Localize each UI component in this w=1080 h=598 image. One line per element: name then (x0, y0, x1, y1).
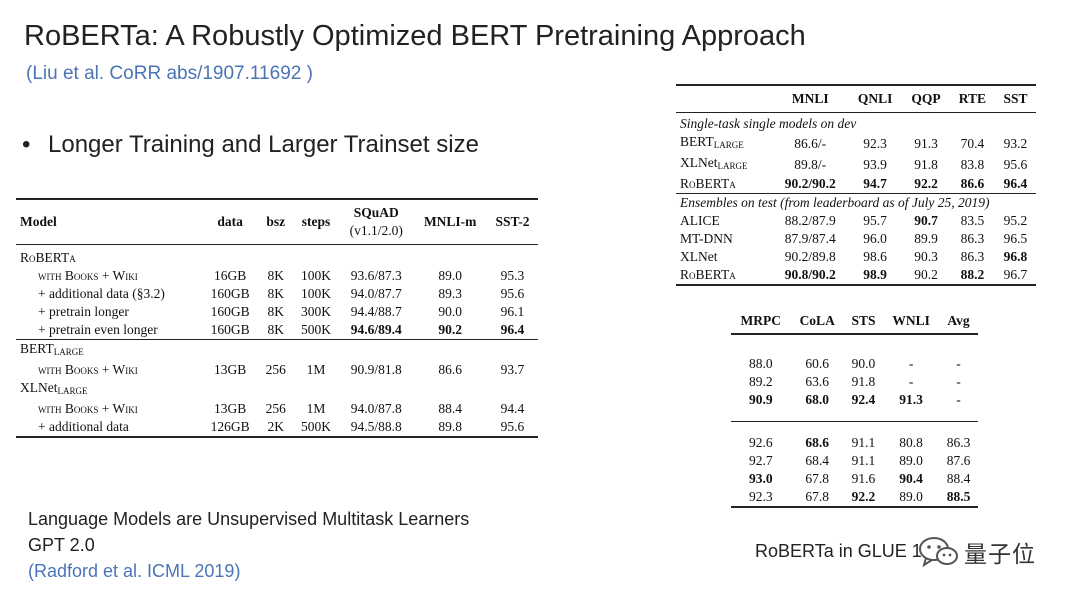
bullet-text: Longer Training and Larger Trainset size (48, 131, 479, 158)
col-header-sst: SST-2 (486, 199, 538, 245)
group-label: RoBERTa (20, 250, 76, 265)
col-header-sst: SST (994, 85, 1036, 113)
col-header-qnli: QNLI (847, 85, 903, 113)
col-header-mrpc: MRPC (731, 309, 791, 335)
reference-citation: (Radford et al. ICML 2019) (28, 561, 241, 581)
wechat-icon (919, 537, 958, 568)
table-row: with Books + Wiki 13GB 256 1M 94.0/87.8 … (38, 401, 525, 416)
col-header-rte: RTE (949, 85, 995, 113)
table-row: RoBERTa 90.2/90.2 94.7 92.2 86.6 96.4 (680, 176, 1028, 191)
table-row: + pretrain even longer 160GB 8K 500K 94.… (38, 322, 525, 337)
table-row: + pretrain longer 160GB 8K 300K 94.4/88.… (38, 304, 525, 319)
col-header-data: data (201, 199, 259, 245)
col-header-model: Model (16, 199, 202, 245)
col-header-mnli: MNLI (772, 85, 848, 113)
table-row: 93.0 67.8 91.6 90.4 88.4 (748, 471, 971, 486)
table-row: ALICE 88.2/87.9 95.7 90.7 83.5 95.2 (680, 213, 1028, 228)
table-row: 92.6 68.6 91.1 80.8 86.3 (748, 435, 971, 450)
table-row: 89.2 63.6 91.8 - - (748, 374, 961, 389)
slide-title: RoBERTa: A Robustly Optimized BERT Pretr… (24, 20, 806, 52)
table-row: XLNetLARGE (16, 379, 538, 400)
table-row: BERTLARGE 86.6/- 92.3 91.3 70.4 93.2 (680, 134, 1028, 151)
glue-results-table: MNLI QNLI QQP RTE SST Single-task single… (676, 84, 1036, 286)
col-header-squad-title: SQuAD (353, 205, 399, 220)
group-label: BERTLARGE (16, 339, 202, 361)
table-row: XLNetLARGE 89.8/- 93.9 91.8 83.8 95.6 (680, 155, 1028, 172)
col-header-wnli: WNLI (883, 309, 940, 335)
table-row: 92.7 68.4 91.1 89.0 87.6 (748, 453, 971, 468)
table-row: + additional data 126GB 2K 500K 94.5/88.… (38, 419, 525, 434)
reference-model: GPT 2.0 (28, 535, 95, 555)
col-header-avg: Avg (939, 309, 978, 335)
section-header: Ensembles on test (from leaderboard as o… (676, 193, 1036, 212)
col-header-sts: STS (843, 309, 884, 335)
bullet-dot-icon: • (22, 131, 31, 158)
watermark: 量子位 (918, 532, 1053, 572)
table-row: with Books + Wiki 16GB 8K 100K 93.6/87.3… (38, 268, 525, 283)
col-header-squad-version: (v1.1/2.0) (349, 223, 403, 238)
col-header-squad: SQuAD (v1.1/2.0) (339, 199, 414, 245)
col-header-mnli: MNLI-m (413, 199, 487, 245)
reference-block: Language Models are Unsupervised Multita… (28, 506, 469, 584)
roberta-ablation-table: Model data bsz steps SQuAD (v1.1/2.0) MN… (16, 198, 538, 438)
table-row: XLNet 90.2/89.8 98.6 90.3 86.3 96.8 (680, 249, 1028, 264)
section-header: Single-task single models on dev (680, 116, 857, 131)
table-row: 90.9 68.0 92.4 91.3 - (748, 392, 961, 407)
watermark-text: 量子位 (964, 542, 1036, 568)
table-row: 92.3 67.8 92.2 89.0 88.5 (748, 489, 971, 504)
table-row: BERTLARGE (16, 339, 538, 361)
table-row: with Books + Wiki 13GB 256 1M 90.9/81.8 … (38, 362, 525, 377)
bullet-point: • Longer Training and Larger Trainset siz… (22, 131, 479, 159)
col-header-steps: steps (292, 199, 340, 245)
group-label: XLNetLARGE (20, 380, 88, 396)
table-row: 88.0 60.6 90.0 - - (748, 356, 961, 371)
table-row: RoBERTa 90.8/90.2 98.9 90.2 88.2 96.7 (680, 267, 1028, 282)
col-header-cola: CoLA (790, 309, 844, 335)
table-row: + additional data (§3.2) 160GB 8K 100K 9… (38, 286, 525, 301)
glue-caption: RoBERTa in GLUE 1 (755, 541, 922, 561)
col-header-bsz: bsz (258, 199, 293, 245)
table-row: MT-DNN 87.9/87.4 96.0 89.9 86.3 96.5 (680, 231, 1028, 246)
reference-title: Language Models are Unsupervised Multita… (28, 509, 470, 529)
glue-results-table-continued: MRPC CoLA STS WNLI Avg 88.0 60.6 90.0 - … (731, 309, 978, 508)
table-row: RoBERTa (16, 245, 538, 268)
paper-citation: (Liu et al. CoRR abs/1907.11692 ) (26, 63, 313, 84)
col-header-qqp: QQP (902, 85, 950, 113)
